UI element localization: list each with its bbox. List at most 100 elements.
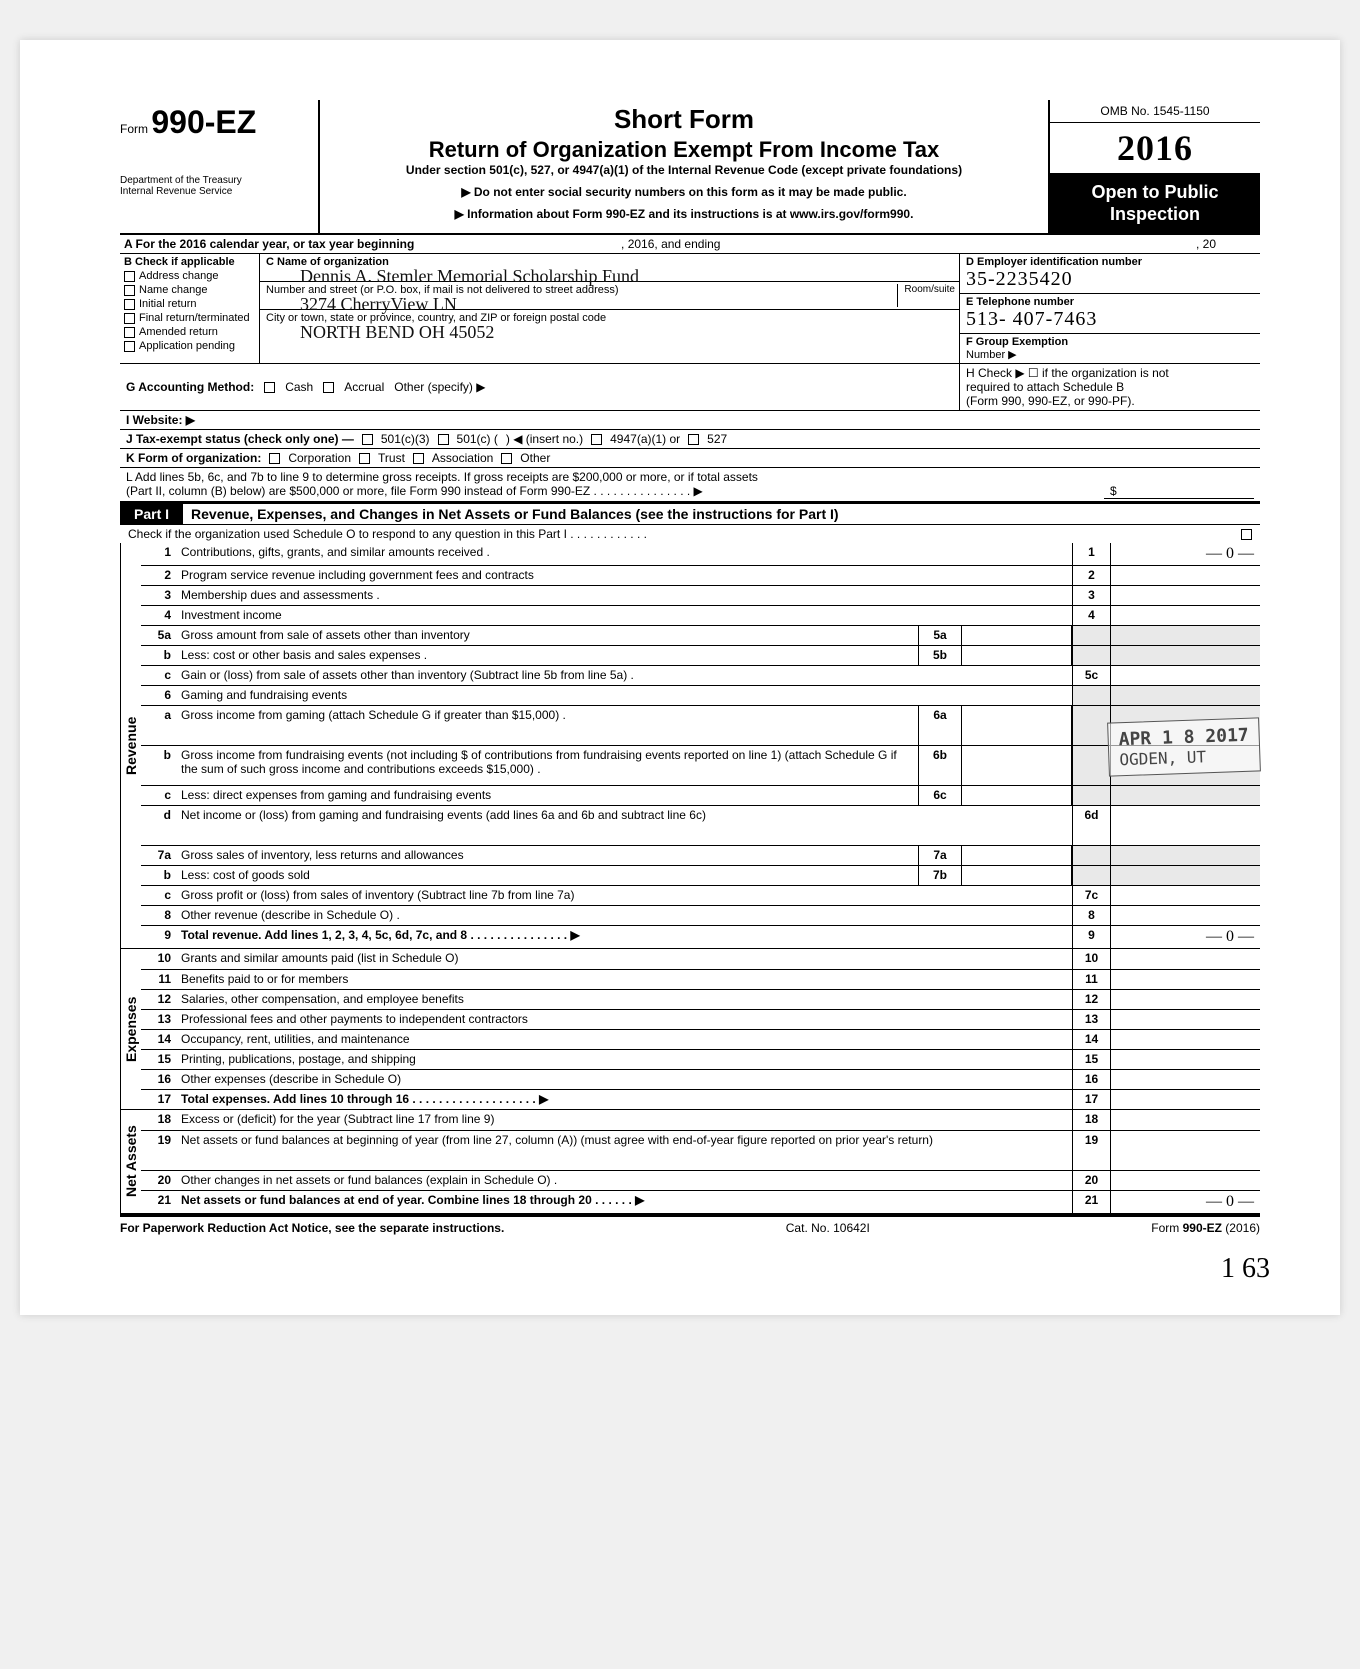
ln-10-rv (1110, 949, 1260, 969)
ln-1-num: 1 (141, 543, 177, 565)
footer-left: For Paperwork Reduction Act Notice, see … (120, 1221, 504, 1235)
ln-6b-txt: Gross income from fundraising events (no… (177, 746, 918, 785)
page-handwritten: 1 63 (1221, 1253, 1270, 1285)
ln-6c-mid: 6c (918, 786, 962, 805)
ln-7a-midval (962, 846, 1072, 865)
col-def: D Employer identification number 35-2235… (960, 254, 1260, 363)
d-row: D Employer identification number 35-2235… (960, 254, 1260, 294)
ln-18-rn: 18 (1072, 1110, 1110, 1130)
checkbox-icon[interactable] (359, 453, 370, 464)
ln-16-rv (1110, 1070, 1260, 1089)
checkbox-icon[interactable] (438, 434, 449, 445)
j-label: J Tax-exempt status (check only one) — (126, 432, 354, 446)
checkbox-icon[interactable] (1241, 529, 1252, 540)
ln-6c-rv (1110, 786, 1260, 805)
revenue-lines: 1Contributions, gifts, grants, and simil… (141, 543, 1260, 948)
ln-8-rn: 8 (1072, 906, 1110, 925)
ln-7a-num: 7a (141, 846, 177, 865)
ln-7a-rv (1110, 846, 1260, 865)
checkbox-icon[interactable] (323, 382, 334, 393)
ln-9-rn: 9 (1072, 926, 1110, 948)
ln-7b-mid: 7b (918, 866, 962, 885)
row-i: I Website: ▶ (120, 411, 1260, 430)
c-street-row: Number and street (or P.O. box, if mail … (260, 282, 959, 310)
ln-5a-rv (1110, 626, 1260, 645)
ln-15-txt: Printing, publications, postage, and shi… (177, 1050, 1072, 1069)
year-bold: 16 (1155, 128, 1193, 168)
checkbox-icon[interactable] (124, 271, 135, 282)
ln-6-rn (1072, 686, 1110, 705)
form-page: Form 990-EZ Department of the Treasury I… (20, 40, 1340, 1315)
ln-4-rn: 4 (1072, 606, 1110, 625)
e-row: E Telephone number 513- 407-7463 (960, 294, 1260, 334)
checkbox-icon[interactable] (269, 453, 280, 464)
b-opt-3[interactable]: Final return/terminated (124, 312, 255, 324)
ln-12-rv (1110, 990, 1260, 1009)
expenses-lines: 10Grants and similar amounts paid (list … (141, 949, 1260, 1109)
ln-5b-txt: Less: cost or other basis and sales expe… (177, 646, 918, 665)
ln-5a-num: 5a (141, 626, 177, 645)
ln-20-rv (1110, 1171, 1260, 1190)
l-line2: (Part II, column (B) below) are $500,000… (126, 484, 1104, 499)
checkbox-icon[interactable] (124, 299, 135, 310)
h-line3: (Form 990, 990-EZ, or 990-PF). (966, 394, 1254, 408)
checkbox-icon[interactable] (264, 382, 275, 393)
part1-tab: Part I (120, 504, 183, 524)
ln-7c-rv (1110, 886, 1260, 905)
row-a-left-text: A For the 2016 calendar year, or tax yea… (124, 237, 414, 251)
ln-7b-num: b (141, 866, 177, 885)
ln-7a-txt: Gross sales of inventory, less returns a… (177, 846, 918, 865)
checkbox-icon[interactable] (591, 434, 602, 445)
b-opt-1[interactable]: Name change (124, 284, 255, 296)
ln-6a-num: a (141, 706, 177, 745)
c-name-row: C Name of organization Dennis A. Stemler… (260, 254, 959, 282)
ln-19-rv (1110, 1131, 1260, 1170)
ln-17-rv (1110, 1090, 1260, 1109)
checkbox-icon[interactable] (124, 313, 135, 324)
checkbox-icon[interactable] (362, 434, 373, 445)
h-line1: H Check ▶ ☐ if the organization is not (966, 366, 1254, 380)
ln-18-txt: Excess or (deficit) for the year (Subtra… (177, 1110, 1072, 1130)
checkbox-icon[interactable] (124, 341, 135, 352)
b-opt-5[interactable]: Application pending (124, 340, 255, 352)
part1-sub: Check if the organization used Schedule … (120, 525, 1260, 543)
dept-2: Internal Revenue Service (120, 186, 310, 197)
ln-8-num: 8 (141, 906, 177, 925)
checkbox-icon[interactable] (688, 434, 699, 445)
header-mid: Short Form Return of Organization Exempt… (320, 100, 1050, 233)
ln-5c-rn: 5c (1072, 666, 1110, 685)
b-opt-2[interactable]: Initial return (124, 298, 255, 310)
ln-7a-rn (1072, 846, 1110, 865)
f-label: F Group Exemption (966, 336, 1068, 348)
ln-6d-num: d (141, 806, 177, 845)
b-opt-4[interactable]: Amended return (124, 326, 255, 338)
k-label: K Form of organization: (126, 451, 261, 465)
form-number: Form 990-EZ (120, 104, 310, 141)
ln-6a-mid: 6a (918, 706, 962, 745)
ln-18-rv (1110, 1110, 1260, 1130)
form-number-value: 990-EZ (151, 104, 256, 140)
year-prefix: 20 (1117, 128, 1155, 168)
ln-5c-rv (1110, 666, 1260, 685)
checkbox-icon[interactable] (413, 453, 424, 464)
checkbox-icon[interactable] (124, 285, 135, 296)
ln-11-rn: 11 (1072, 970, 1110, 989)
ln-14-rn: 14 (1072, 1030, 1110, 1049)
ln-13-rn: 13 (1072, 1010, 1110, 1029)
phone-value: 513- 407-7463 (966, 308, 1097, 330)
ln-5b-mid: 5b (918, 646, 962, 665)
ln-19-txt: Net assets or fund balances at beginning… (177, 1131, 1072, 1170)
ln-10-rn: 10 (1072, 949, 1110, 969)
ln-1-txt: Contributions, gifts, grants, and simila… (177, 543, 1072, 565)
row-gh: G Accounting Method: Cash Accrual Other … (120, 364, 1260, 411)
d-label: D Employer identification number (966, 256, 1142, 268)
k-o3: Association (432, 451, 493, 465)
b-opt-0[interactable]: Address change (124, 270, 255, 282)
part1-title: Revenue, Expenses, and Changes in Net As… (183, 504, 1260, 524)
checkbox-icon[interactable] (124, 327, 135, 338)
ln-5b-midval (962, 646, 1072, 665)
ln-3-rv (1110, 586, 1260, 605)
c-city-row: City or town, state or province, country… (260, 310, 959, 338)
checkbox-icon[interactable] (501, 453, 512, 464)
row-j: J Tax-exempt status (check only one) — 5… (120, 430, 1260, 449)
